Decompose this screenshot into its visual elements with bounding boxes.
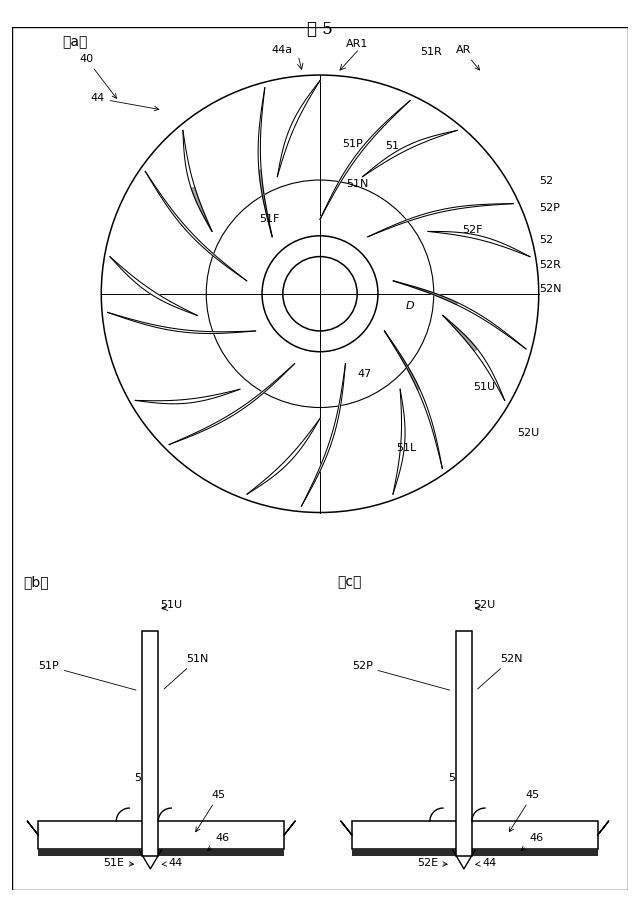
Polygon shape	[247, 418, 320, 494]
Text: 51P: 51P	[342, 139, 363, 149]
Text: 51L: 51L	[397, 443, 417, 453]
Text: 44: 44	[476, 858, 496, 868]
Polygon shape	[393, 281, 458, 305]
Text: 52F: 52F	[462, 224, 483, 234]
Polygon shape	[277, 81, 320, 177]
Text: 51F: 51F	[259, 213, 279, 223]
Bar	[352, 849, 598, 856]
Text: 52N: 52N	[477, 654, 523, 689]
Text: 52: 52	[539, 177, 553, 187]
Text: AR: AR	[456, 45, 479, 70]
Polygon shape	[108, 312, 255, 334]
Polygon shape	[385, 331, 420, 390]
Text: D: D	[405, 301, 414, 311]
Polygon shape	[363, 130, 457, 177]
Text: （c）: （c）	[337, 575, 362, 589]
Text: 45: 45	[196, 790, 226, 832]
Text: 44: 44	[90, 93, 159, 110]
Text: 51R: 51R	[420, 48, 442, 57]
Text: 44a: 44a	[272, 45, 293, 55]
Bar	[38, 849, 284, 856]
Text: 52E: 52E	[417, 858, 447, 868]
Text: 51P: 51P	[38, 661, 136, 690]
Polygon shape	[368, 204, 513, 237]
Text: 51U: 51U	[160, 599, 182, 610]
Polygon shape	[259, 170, 272, 237]
Text: 51N: 51N	[346, 179, 369, 188]
Polygon shape	[135, 389, 240, 404]
Text: 図 5: 図 5	[307, 21, 333, 38]
Polygon shape	[385, 331, 442, 468]
Bar	[38, 821, 284, 849]
Text: AR1: AR1	[346, 39, 369, 48]
Polygon shape	[393, 281, 526, 349]
Text: 52U: 52U	[517, 428, 539, 438]
Text: （a）: （a）	[62, 36, 87, 49]
Bar	[142, 631, 158, 856]
Bar	[352, 821, 598, 849]
Polygon shape	[191, 187, 212, 231]
Text: 51N: 51N	[164, 654, 209, 689]
Text: 51E: 51E	[103, 858, 134, 868]
Text: 44: 44	[162, 858, 182, 868]
Text: 51L: 51L	[134, 773, 155, 809]
Text: 47: 47	[357, 369, 371, 379]
Polygon shape	[301, 363, 346, 506]
Polygon shape	[443, 316, 505, 400]
Text: 46: 46	[207, 833, 230, 850]
Polygon shape	[320, 100, 410, 220]
Text: 52N: 52N	[539, 283, 561, 293]
Text: 52P: 52P	[539, 203, 559, 213]
Polygon shape	[183, 130, 212, 231]
Text: 52: 52	[539, 235, 553, 246]
Text: 45: 45	[509, 790, 540, 832]
Polygon shape	[169, 363, 294, 445]
Text: 51: 51	[386, 142, 399, 152]
Bar	[456, 631, 472, 856]
Text: 52U: 52U	[474, 599, 495, 610]
Text: 40: 40	[79, 54, 116, 99]
Text: 52R: 52R	[539, 259, 561, 269]
Polygon shape	[145, 171, 247, 281]
Text: 52P: 52P	[352, 661, 450, 690]
Polygon shape	[258, 88, 272, 237]
Polygon shape	[428, 231, 530, 257]
Polygon shape	[443, 316, 477, 351]
Text: （b）: （b）	[24, 575, 49, 589]
Text: 46: 46	[521, 833, 543, 850]
Text: 52L: 52L	[448, 773, 468, 809]
Polygon shape	[393, 389, 405, 494]
Text: 51U: 51U	[473, 382, 495, 392]
Polygon shape	[110, 257, 197, 316]
